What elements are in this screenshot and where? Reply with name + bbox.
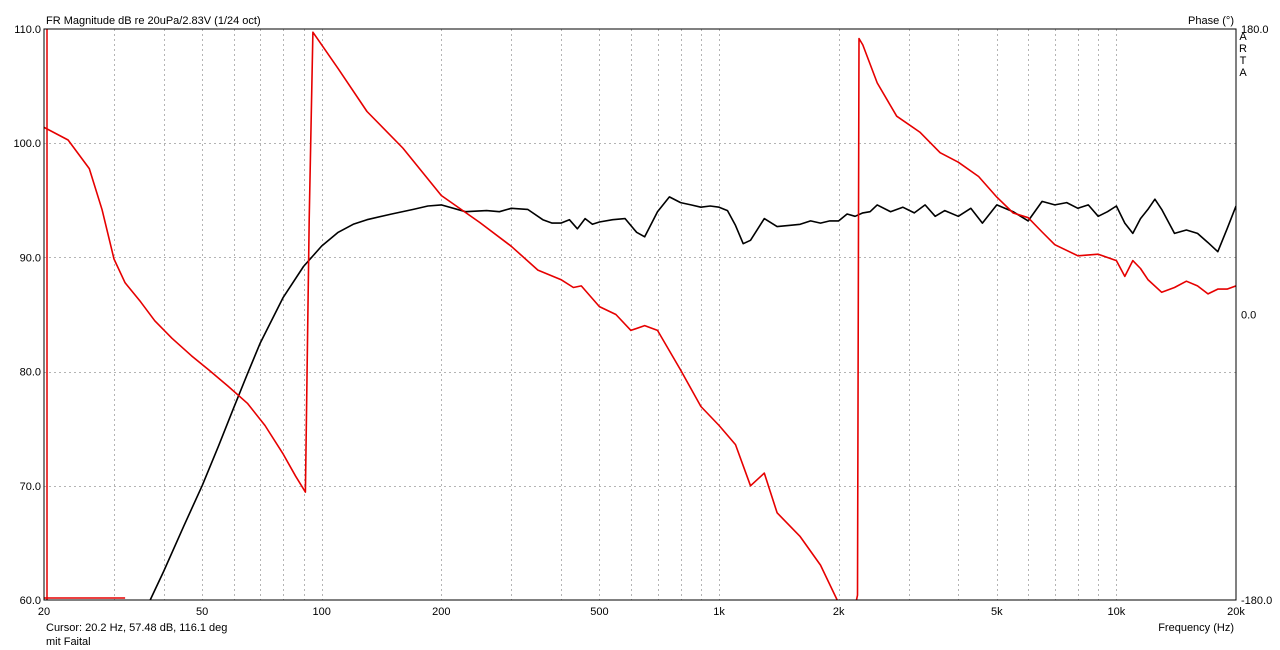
- x-tick-label: 500: [590, 606, 608, 618]
- x-tick-label: 20k: [1227, 606, 1245, 618]
- x-axis-label: Frequency (Hz): [1158, 622, 1234, 634]
- cursor-readout: Cursor: 20.2 Hz, 57.48 dB, 116.1 deg: [46, 622, 227, 634]
- brand-letter: T: [1240, 55, 1247, 67]
- phase-tick-label: -180.0: [1241, 595, 1272, 607]
- x-tick-label: 1k: [713, 606, 725, 618]
- magnitude-curve: [149, 196, 1236, 600]
- y-tick-label: 60.0: [20, 595, 41, 607]
- chart-title: FR Magnitude dB re 20uPa/2.83V (1/24 oct…: [46, 15, 261, 27]
- tick-labels: 20 50 100 200 500 1k 2k 5k 10k 20k 110.0 100.0 90.0 8…: [13, 24, 1272, 618]
- brand-letter: A: [1239, 31, 1247, 43]
- plot-frame: [43, 28, 1237, 601]
- y-tick-label: 90.0: [20, 252, 41, 264]
- brand-letter: R: [1239, 43, 1247, 55]
- measurement-note: mit Faital: [46, 636, 91, 648]
- phase-curve: [44, 31, 1236, 600]
- y-tick-label: 100.0: [13, 138, 41, 150]
- phase-tick-label: 0.0: [1241, 310, 1256, 322]
- y-tick-label: 80.0: [20, 367, 41, 379]
- x-tick-label: 50: [196, 606, 208, 618]
- grid: [44, 29, 1236, 600]
- brand-letter: A: [1239, 67, 1247, 79]
- y-tick-label: 70.0: [20, 481, 41, 493]
- x-tick-label: 5k: [991, 606, 1003, 618]
- y-tick-label: 110.0: [14, 24, 41, 36]
- x-tick-label: 2k: [833, 606, 845, 618]
- series-layer: [44, 29, 1236, 600]
- phase-axis-title: Phase (°): [1188, 15, 1234, 27]
- x-tick-label: 20: [38, 606, 50, 618]
- x-tick-label: 100: [313, 606, 331, 618]
- x-tick-label: 200: [432, 606, 450, 618]
- phase-tick-label: 180.0: [1241, 24, 1269, 36]
- x-tick-label: 10k: [1108, 606, 1126, 618]
